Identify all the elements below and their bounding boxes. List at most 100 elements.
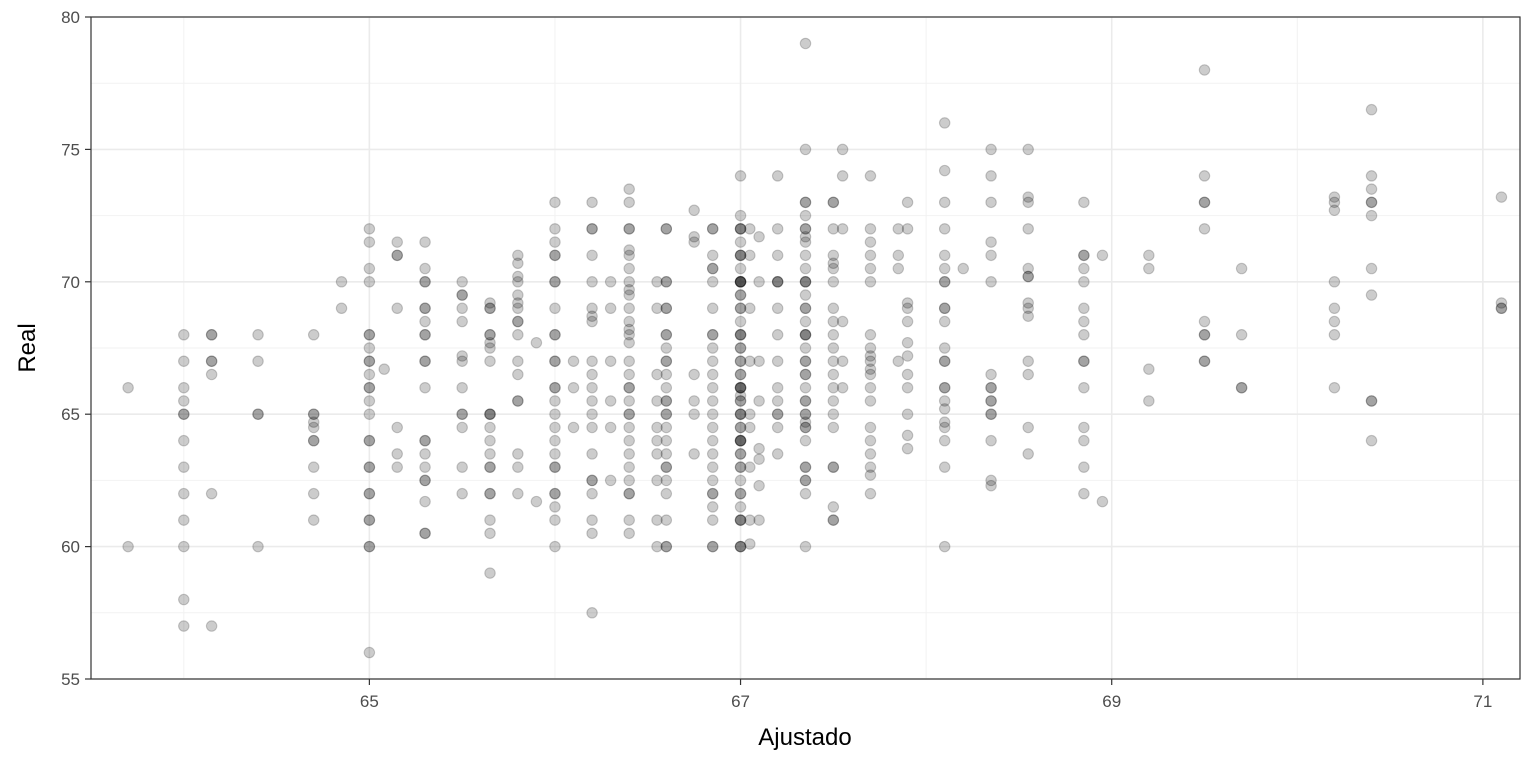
data-point: [827, 329, 840, 341]
data-point: [734, 501, 747, 513]
data-point: [363, 329, 376, 341]
data-point: [549, 329, 561, 341]
data-point: [623, 514, 635, 526]
data-point: [734, 487, 747, 500]
data-point: [623, 421, 635, 434]
data-point: [484, 329, 496, 341]
data-point: [938, 355, 951, 367]
data-point: [836, 170, 849, 182]
data-point: [1495, 302, 1508, 315]
data-point: [1078, 315, 1090, 328]
data-point: [706, 514, 719, 526]
data-point: [827, 408, 840, 420]
data-point: [660, 342, 673, 354]
data-point: [623, 527, 635, 540]
data-point: [1078, 487, 1090, 500]
data-point: [660, 474, 673, 487]
data-point: [734, 487, 747, 500]
data-point: [178, 434, 190, 447]
data-point: [864, 487, 877, 500]
data-point: [391, 236, 403, 248]
data-point: [363, 434, 376, 447]
data-point: [985, 196, 997, 209]
data-point: [706, 421, 719, 434]
data-point: [512, 297, 524, 309]
data-point: [512, 487, 524, 500]
data-point: [985, 479, 997, 492]
data-point: [827, 355, 840, 367]
data-point: [252, 408, 264, 420]
data-point: [734, 276, 747, 288]
data-point: [734, 368, 747, 381]
data-point: [688, 368, 700, 381]
data-point: [586, 527, 598, 540]
data-point: [484, 336, 496, 349]
data-point: [1365, 196, 1378, 209]
y-tick-label: 70: [61, 273, 80, 292]
data-point: [799, 276, 812, 288]
data-point: [827, 514, 840, 526]
data-point: [205, 329, 218, 341]
data-point: [660, 302, 673, 315]
data-point: [734, 408, 747, 420]
data-point: [252, 329, 264, 341]
data-point: [799, 395, 812, 407]
data-point: [827, 461, 840, 473]
data-point: [985, 381, 997, 394]
data-point: [799, 395, 812, 407]
data-point: [753, 479, 765, 492]
data-point: [623, 289, 635, 301]
data-point: [419, 276, 431, 288]
data-point: [549, 302, 561, 315]
data-point: [363, 355, 376, 367]
data-point: [307, 416, 320, 428]
data-point: [799, 276, 812, 288]
data-point: [623, 262, 635, 275]
data-point: [512, 329, 524, 341]
data-point: [734, 389, 747, 402]
data-point: [363, 540, 376, 553]
data-point: [1365, 262, 1378, 275]
data-point: [205, 329, 218, 341]
data-point: [178, 329, 190, 341]
data-point: [1022, 297, 1034, 309]
data-point: [549, 408, 561, 420]
data-point: [623, 249, 635, 262]
data-point: [205, 620, 218, 632]
data-point: [706, 355, 719, 367]
data-point: [938, 403, 951, 415]
data-point: [456, 461, 468, 473]
data-point: [178, 395, 190, 407]
data-point: [586, 381, 598, 394]
data-point: [706, 329, 719, 341]
data-point: [827, 302, 840, 315]
data-point: [827, 257, 840, 270]
data-point: [623, 329, 635, 341]
data-point: [827, 276, 840, 288]
data-point: [419, 236, 431, 248]
data-point: [864, 329, 877, 341]
data-point: [549, 276, 561, 288]
data-point: [864, 170, 877, 182]
data-point: [651, 448, 663, 460]
data-point: [205, 355, 218, 367]
data-point: [586, 368, 598, 381]
data-point: [651, 421, 663, 434]
data-point: [419, 329, 431, 341]
panel-border: [90, 16, 1521, 680]
data-point: [753, 453, 765, 465]
data-point: [586, 448, 598, 460]
data-point: [771, 448, 784, 460]
data-point: [1328, 381, 1341, 394]
data-point: [799, 289, 812, 301]
data-point: [1078, 262, 1090, 275]
data-point: [307, 434, 320, 447]
data-point: [864, 363, 877, 375]
data-point: [363, 262, 376, 275]
data-point: [799, 408, 812, 420]
data-point: [178, 408, 190, 420]
data-point: [734, 289, 747, 301]
data-point: [753, 355, 765, 367]
data-point: [660, 355, 673, 367]
data-point: [1078, 249, 1090, 262]
